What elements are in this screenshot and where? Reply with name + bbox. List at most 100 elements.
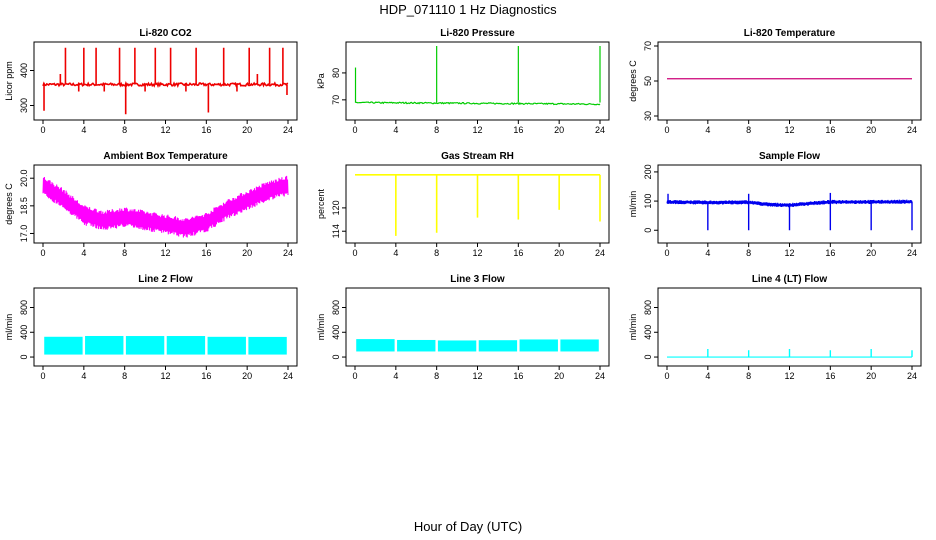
x-tick-label: 8	[434, 248, 439, 258]
panel-title: Line 4 (LT) Flow	[752, 274, 828, 285]
panel-4: Ambient Box Temperature 0 4 8 12 16 20 24 17.0 18…	[4, 151, 298, 258]
x-tick-label: 20	[866, 371, 876, 381]
y-tick-label: 400	[19, 325, 29, 340]
y-tick-label: 0	[331, 355, 341, 360]
flow-band	[560, 339, 599, 352]
x-tick-label: 16	[201, 125, 211, 135]
y-tick-label: 400	[19, 63, 29, 78]
panel-1: Li-820 CO2 0 4 8 12 16 20 24 300 400 Licor ppm	[4, 28, 298, 135]
x-tick-label: 20	[866, 248, 876, 258]
x-tick-label: 0	[352, 371, 357, 381]
x-tick-label: 16	[513, 371, 523, 381]
x-tick-label: 0	[664, 371, 669, 381]
panel-3: Li-820 Temperature 0 4 8 12 16 20 24 30 50 70 degre…	[628, 28, 922, 135]
flow-band	[437, 340, 477, 352]
panel-title: Li-820 CO2	[139, 28, 192, 39]
y-axis-label: ml/min	[628, 314, 638, 341]
panel-title: Line 2 Flow	[138, 274, 193, 285]
panel-6: Sample Flow 0 4 8 12 16 20 24 0 100 200 ml/min	[628, 151, 922, 258]
x-tick-label: 12	[160, 125, 170, 135]
y-axis-label: ml/min	[316, 314, 326, 341]
y-tick-label: 0	[643, 355, 653, 360]
x-tick-label: 16	[201, 371, 211, 381]
x-tick-label: 20	[242, 371, 252, 381]
panel-title: Sample Flow	[759, 151, 820, 162]
x-tick-label: 12	[472, 371, 482, 381]
y-tick-label: 70	[643, 41, 653, 51]
x-tick-label: 4	[705, 248, 710, 258]
y-tick-label: 50	[643, 76, 653, 86]
flow-band	[44, 336, 83, 355]
x-tick-label: 0	[40, 248, 45, 258]
x-tick-label: 4	[393, 248, 398, 258]
x-tick-label: 24	[907, 371, 917, 381]
series-line	[42, 175, 289, 238]
x-tick-label: 12	[472, 248, 482, 258]
y-tick-label: 100	[643, 194, 653, 209]
x-tick-label: 24	[907, 125, 917, 135]
x-tick-label: 16	[513, 125, 523, 135]
x-tick-label: 12	[784, 371, 794, 381]
panel-frame	[345, 41, 610, 121]
x-tick-label: 12	[160, 248, 170, 258]
x-tick-label: 4	[81, 125, 86, 135]
y-axis-label: degrees C	[628, 60, 638, 102]
y-tick-label: 800	[643, 300, 653, 315]
flow-band	[519, 339, 558, 352]
x-tick-label: 4	[81, 371, 86, 381]
y-tick-label: 18.5	[19, 197, 29, 215]
panel-title: Li-820 Temperature	[744, 28, 836, 39]
y-tick-label: 30	[643, 111, 653, 121]
flow-band	[356, 339, 395, 352]
y-tick-label: 0	[643, 228, 653, 233]
panel-7: Line 2 Flow 0 4 8 12 16 20 24 0 400 800 ml/min	[4, 274, 298, 381]
x-tick-label: 24	[283, 125, 293, 135]
x-tick-label: 0	[664, 125, 669, 135]
x-tick-label: 12	[160, 371, 170, 381]
x-tick-label: 4	[705, 125, 710, 135]
series-line	[354, 101, 601, 106]
x-tick-label: 0	[352, 125, 357, 135]
flow-band	[207, 336, 246, 355]
panel-2: Li-820 Pressure 0 4 8 12 16 20 24 70 80 kPa	[316, 28, 610, 135]
x-tick-label: 0	[352, 248, 357, 258]
panel-frame	[345, 287, 610, 367]
x-tick-label: 0	[40, 371, 45, 381]
y-tick-label: 114	[331, 224, 341, 238]
x-axis-caption: Hour of Day (UTC)	[413, 519, 523, 534]
x-tick-label: 8	[122, 248, 127, 258]
x-tick-label: 8	[746, 125, 751, 135]
x-tick-label: 16	[825, 248, 835, 258]
y-tick-label: 17.0	[19, 225, 29, 243]
panel-5: Gas Stream RH 0 4 8 12 16 20 24 114 120 percent	[316, 151, 610, 258]
x-tick-label: 20	[554, 371, 564, 381]
x-tick-label: 12	[472, 125, 482, 135]
x-tick-label: 0	[40, 125, 45, 135]
x-tick-label: 16	[201, 248, 211, 258]
y-axis-label: ml/min	[4, 314, 14, 341]
x-tick-label: 20	[554, 248, 564, 258]
flow-band	[248, 336, 287, 355]
panel-title: Ambient Box Temperature	[103, 151, 228, 162]
x-tick-label: 24	[283, 371, 293, 381]
x-tick-label: 24	[907, 248, 917, 258]
x-tick-label: 4	[705, 371, 710, 381]
y-tick-label: 20.0	[19, 169, 29, 187]
x-tick-label: 8	[434, 125, 439, 135]
x-tick-label: 12	[784, 248, 794, 258]
x-tick-label: 0	[664, 248, 669, 258]
x-tick-label: 24	[595, 125, 605, 135]
y-tick-label: 400	[643, 325, 653, 340]
x-tick-label: 4	[81, 248, 86, 258]
x-tick-label: 8	[434, 371, 439, 381]
y-tick-label: 400	[331, 325, 341, 340]
x-tick-label: 8	[746, 371, 751, 381]
x-tick-label: 16	[513, 248, 523, 258]
panel-9: Line 4 (LT) Flow 0 4 8 12 16 20 24 0 400 800 ml/min	[628, 274, 922, 381]
flow-band	[85, 335, 124, 355]
x-tick-label: 8	[122, 125, 127, 135]
flow-band	[125, 336, 165, 355]
y-axis-label: ml/min	[628, 191, 638, 218]
panel-title: Line 3 Flow	[450, 274, 505, 285]
